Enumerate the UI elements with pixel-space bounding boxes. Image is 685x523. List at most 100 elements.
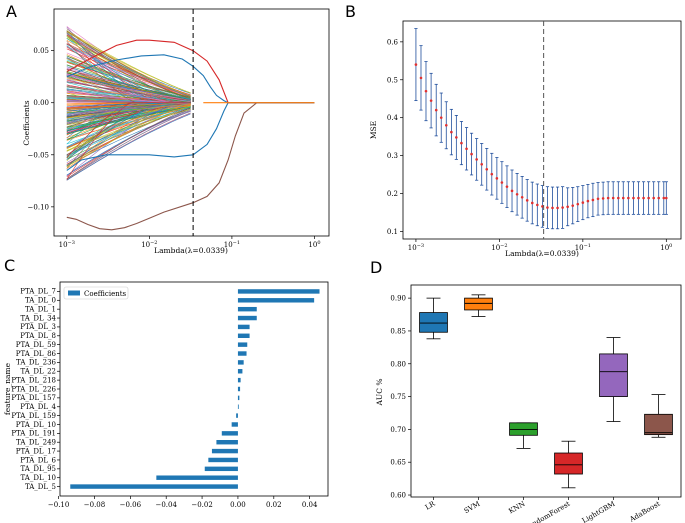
mse-point [662,196,666,200]
panel-b-xlabel: Lambda(λ=0.0339) [505,249,579,258]
x-tick-label: −0.08 [84,501,105,509]
coefficient-path [66,71,191,100]
x-tick-label: 10−3 [59,240,75,249]
panel-c-frame [59,281,329,497]
panel-a-xlabel: Lambda(λ=0.0339) [154,246,228,255]
y-tick-label: 0.1 [387,228,398,236]
y-tick-label: 0.6 [387,38,399,46]
mse-point [546,206,549,209]
panel-c-ylabel: feature_name [3,362,12,415]
legend-swatch [68,290,80,296]
model-label: RandomForest [522,500,571,523]
coefficient-path [66,107,191,180]
mse-point [475,158,478,161]
coefficient-path [66,103,191,169]
mse-point [515,192,519,196]
mse-point [617,196,620,200]
mse-point [665,196,668,200]
mse-point [632,196,635,200]
mse-point [596,197,600,201]
panel-c-legend: Coefficients [63,286,129,300]
mse-point [424,89,428,93]
mse-point [586,199,590,203]
feature-label: TA_DL_236 [16,359,57,367]
panel-c-feature-coefficients-chart: PTA_DL_7TA_DL_0TA_DL_1TA_DL_34PTA_DL_3PT… [3,281,329,509]
feature-label: PTA_DL_59 [16,341,56,349]
x-tick-label: 10−2 [491,243,507,252]
mse-point [647,196,650,200]
y-tick-label: 0.5 [387,76,398,84]
coefficient-path [66,37,191,96]
mse-point [510,189,514,193]
box-svm [464,297,493,311]
panel-d-ylabel: AUC % [375,379,384,407]
mse-point [485,167,489,171]
x-tick-label: −0.02 [191,501,212,509]
mse-point [530,201,534,205]
mse-point [414,63,418,66]
model-label: SVM [463,500,482,515]
panel-b-ylabel: MSE [369,121,378,139]
panel-a-lasso-path-chart: 10−3 10−2 10−1 100 0.05 0.00 −0.05 −0.10 Lambda… [22,8,330,255]
mse-point [500,181,504,184]
mse-point [561,206,564,209]
coefficient-bar [237,404,239,409]
coefficient-path [66,48,191,97]
y-tick-label: 0.05 [33,47,49,55]
coefficient-bar [237,386,241,392]
feature-label: TA_DL_5 [25,483,56,491]
coefficient-bar [237,395,240,401]
mse-point [450,130,453,134]
mse-point [621,196,625,200]
mse-point [480,163,484,166]
y-tick-label: 0.60 [390,492,406,500]
coefficient-bar [237,324,250,330]
coefficient-path [66,96,191,103]
x-tick-label: 0.02 [266,501,282,509]
feature-label: PTA_DL_3 [20,323,56,331]
mse-point [642,196,645,200]
mse-point [657,196,661,200]
panel-a-series [66,9,315,236]
coefficient-path [66,106,191,135]
coefficient-path-highlight [66,102,315,171]
y-tick-label: 0.65 [390,459,406,467]
model-label: AdaBoost [627,500,661,523]
feature-label: PTA_DL_86 [16,350,57,358]
feature-label: PTA_DL_7 [20,288,56,296]
coefficient-path [66,107,191,157]
mse-point [525,199,529,202]
y-tick-label: 0.75 [390,393,406,401]
mse-point [591,198,595,202]
mse-point [551,206,554,210]
mse-point [556,206,559,210]
mse-point [611,196,615,200]
feature-label: PTA_DL_6 [20,456,56,464]
box-lightgbm [599,353,628,397]
mse-point [627,196,630,200]
y-tick-label: 0.80 [390,360,406,368]
y-tick-label: 0.90 [390,295,406,303]
y-tick-label: 0.4 [387,114,399,122]
feature-label: PTA_DL_226 [11,385,56,393]
coefficient-path-highlight [66,102,315,231]
coefficient-bar [70,484,238,489]
legend-label: Coefficients [84,290,127,298]
feature-label: TA_DL_22 [20,368,56,376]
mse-point [429,99,433,102]
feature-label: PTA_DL_159 [11,412,56,420]
y-tick-label: −0.10 [28,203,49,211]
coefficient-bar [237,298,315,303]
y-tick-label: 0.2 [387,190,398,198]
x-tick-label: −0.10 [48,501,69,509]
mse-point [652,196,655,200]
coefficient-path [66,103,191,116]
coefficient-path [66,73,191,103]
x-tick-label: 0.04 [302,501,318,509]
coefficient-path [66,74,191,102]
coefficient-path [66,104,191,119]
feature-label: TA_DL_0 [25,297,56,305]
y-tick-label: 0.00 [33,99,49,107]
x-tick-label: −0.04 [155,501,177,509]
coefficient-path [66,110,191,180]
